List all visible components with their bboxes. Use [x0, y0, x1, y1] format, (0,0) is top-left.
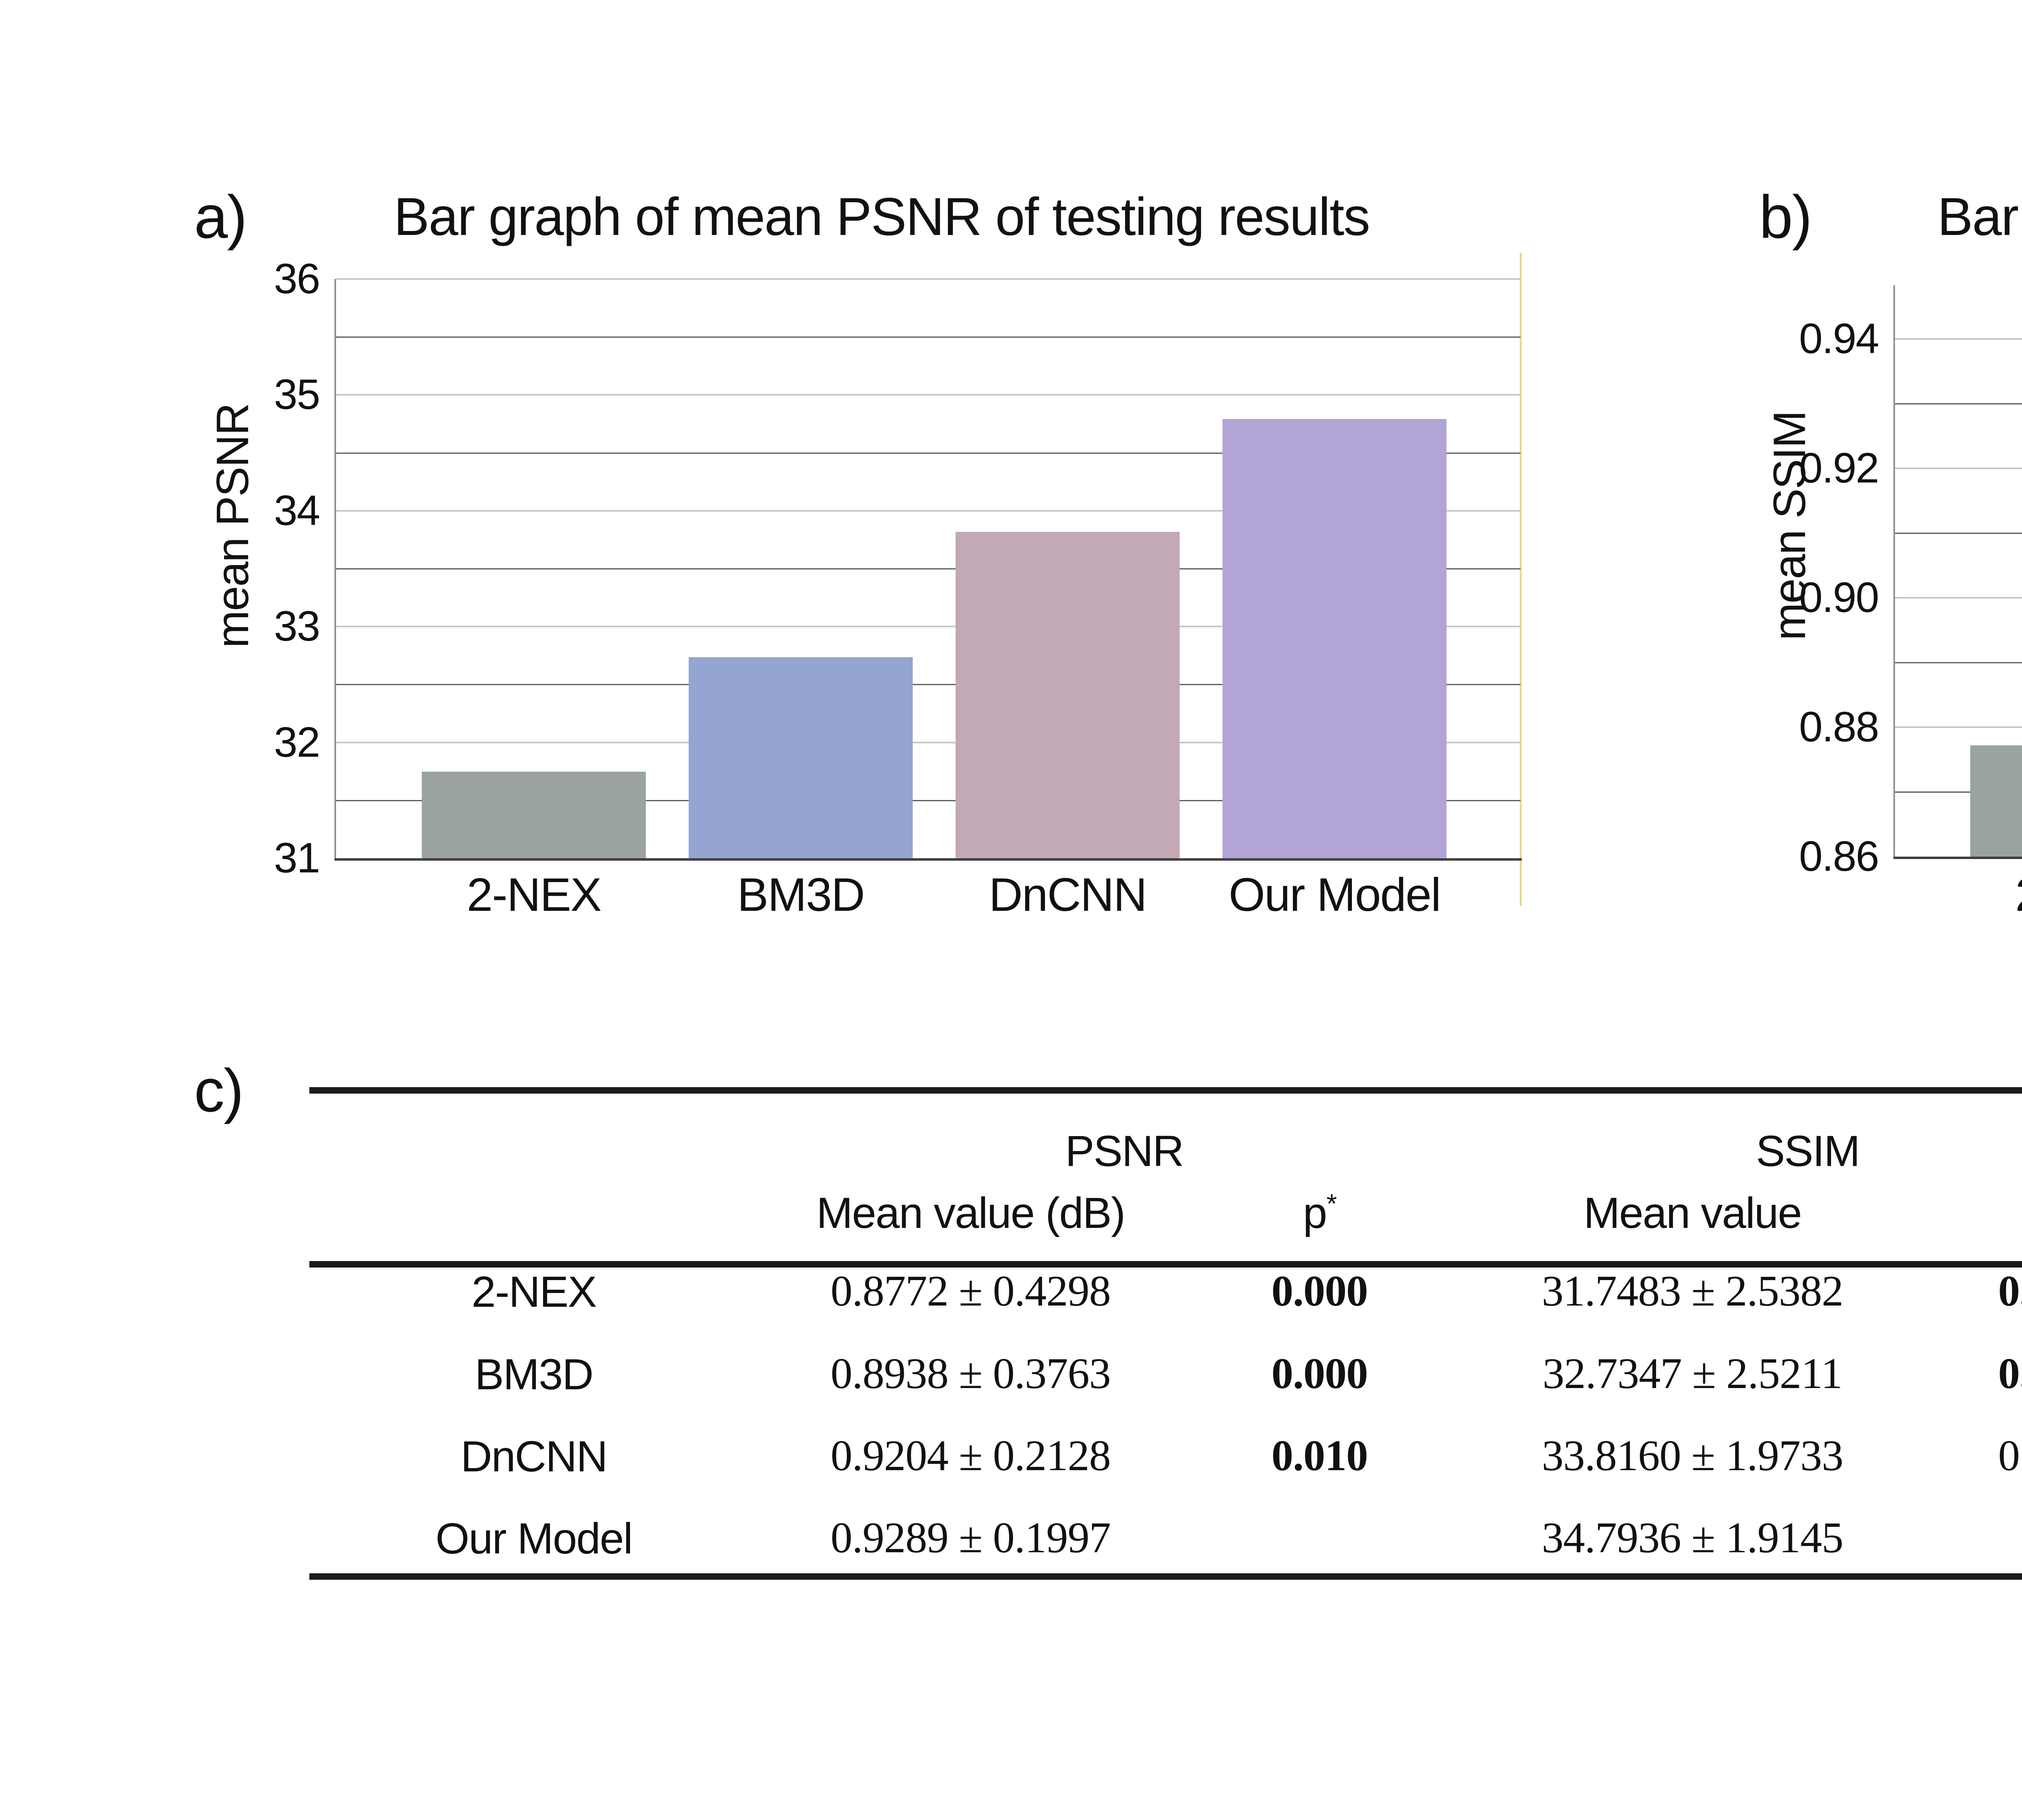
y-tick-label: 0.92 [1799, 444, 1879, 492]
chart-b-title: Bar graph of mean SSIM of testing result… [1937, 187, 2022, 246]
y-tick-label: 32 [274, 718, 320, 766]
gridline-major [336, 741, 1521, 743]
table-cell-ssim-p: 0.000 [1998, 1267, 2022, 1315]
gridline-minor [1895, 791, 2022, 793]
table-header-rule [309, 1261, 2022, 1268]
gridline-minor [336, 336, 1521, 338]
col-header-text: p [1303, 1188, 1327, 1237]
table-cell-ssim-mean: 31.7483 ± 2.5382 [1542, 1267, 1843, 1315]
y-tick-label: 0.88 [1799, 703, 1879, 751]
table-group-header-psnr: PSNR [1065, 1126, 1184, 1175]
bar-bm3d [689, 657, 913, 858]
gridline-major [1895, 597, 2022, 599]
table-group-header-ssim: SSIM [1756, 1126, 1860, 1175]
x-category-label: 2-NEX [1920, 868, 2022, 922]
y-tick-label: 33 [274, 603, 320, 650]
table-cell-psnr-mean: 0.8938 ± 0.3763 [830, 1350, 1111, 1398]
table-row-label: BM3D [474, 1350, 594, 1399]
table-row-label: Our Model [435, 1514, 633, 1563]
x-category-label: BM3D [737, 868, 865, 921]
table-cell-ssim-p: 0.083 [1998, 1432, 2022, 1480]
gridline-minor [1895, 403, 2022, 404]
y-axis-line [334, 279, 336, 860]
table-col-header: Mean value (dB) [728, 1187, 1213, 1238]
table-row-label: 2-NEX [471, 1267, 597, 1316]
chart-a-title: Bar graph of mean PSNR of testing result… [393, 187, 1371, 246]
table-cell-psnr-p: 0.000 [1271, 1267, 1368, 1315]
panel-label-a: a) [194, 183, 247, 251]
gridline-major [336, 626, 1521, 628]
table-row-label: DnCNN [460, 1432, 608, 1481]
plot-divider-line [1520, 253, 1522, 906]
table-col-header: p* [1804, 1187, 2022, 1238]
gridline-minor [1895, 662, 2022, 663]
bar-2-nex [422, 771, 646, 858]
col-header-text: Mean value [1583, 1188, 1802, 1237]
table-bottom-rule [309, 1573, 2022, 1580]
gridline-minor [336, 684, 1521, 686]
y-tick-label: 34 [274, 487, 320, 534]
gridline-major [1895, 338, 2022, 340]
gridline-major [1895, 467, 2022, 469]
table-cell-psnr-mean: 0.9289 ± 0.1997 [830, 1514, 1111, 1562]
table-cell-ssim-p: 0.000 [1998, 1350, 2022, 1398]
x-category-label: 2-NEX [467, 868, 602, 921]
table-cell-ssim-mean: 33.8160 ± 1.9733 [1542, 1432, 1843, 1480]
bar-dncnn [956, 532, 1180, 858]
panel-label-c: c) [194, 1056, 244, 1124]
table-cell-ssim-mean: 34.7936 ± 1.9145 [1542, 1514, 1843, 1562]
gridline-minor [336, 568, 1521, 569]
y-tick-label: 0.94 [1799, 315, 1879, 362]
col-header-text: Mean value (dB) [816, 1188, 1125, 1237]
panel-label-b: b) [1759, 183, 1812, 251]
table-top-rule [309, 1087, 2022, 1094]
bar-2-nex [1970, 745, 2022, 857]
x-axis-line [334, 858, 1522, 861]
gridline-minor [336, 800, 1521, 801]
gridline-minor [1895, 532, 2022, 534]
gridline-major [1895, 726, 2022, 728]
gridline-major [336, 278, 1521, 280]
x-axis-line [1893, 857, 2022, 859]
y-tick-label: 35 [274, 371, 320, 419]
y-tick-label: 0.90 [1799, 574, 1879, 621]
x-category-label: DnCNN [989, 868, 1147, 921]
y-tick-label: 31 [274, 834, 320, 882]
gridline-major [336, 394, 1521, 396]
table-cell-psnr-p: 0.010 [1271, 1432, 1368, 1480]
bar-our-model [1223, 419, 1447, 858]
table-cell-psnr-mean: 0.8772 ± 0.4298 [830, 1267, 1111, 1315]
gridline-minor [336, 452, 1521, 454]
table-cell-psnr-p: 0.000 [1271, 1350, 1368, 1398]
table-cell-psnr-mean: 0.9204 ± 0.2128 [830, 1432, 1111, 1480]
gridline-major [336, 510, 1521, 512]
y-tick-label: 36 [274, 255, 320, 303]
table-col-header: p* [1077, 1187, 1562, 1238]
x-category-label: Our Model [1229, 868, 1441, 921]
y-tick-label: 0.86 [1799, 833, 1879, 880]
table-cell-ssim-mean: 32.7347 ± 2.5211 [1542, 1350, 1842, 1398]
y-axis-line [1893, 285, 1895, 858]
table-col-header: Mean value [1450, 1187, 1935, 1238]
col-header-superscript: * [1326, 1189, 1337, 1219]
